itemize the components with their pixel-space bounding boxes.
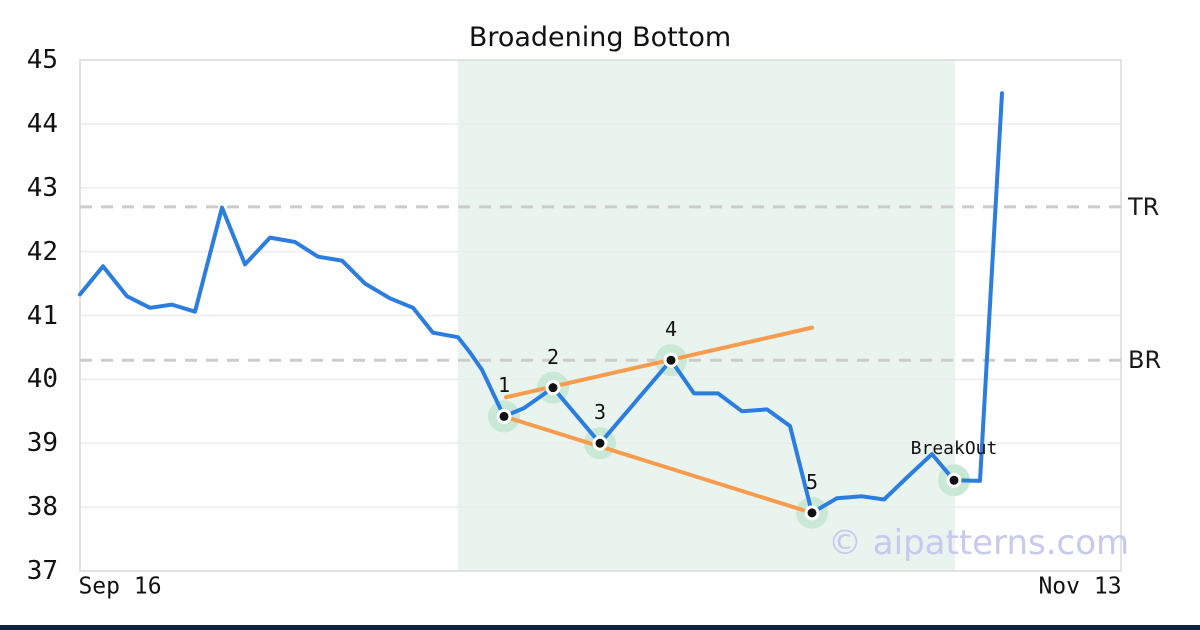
x-axis-label: Nov 13 [1038, 573, 1122, 600]
pattern-point-label: 3 [593, 400, 607, 425]
marker-dot [949, 475, 959, 485]
pattern-point-label: 4 [664, 317, 678, 342]
marker-dot [666, 355, 676, 365]
pattern-point-label: 2 [546, 344, 560, 369]
marker-dot [548, 383, 558, 393]
y-tick-label: 44 [26, 108, 58, 139]
footer-bar [0, 625, 1200, 630]
watermark: © aipatterns.com [828, 523, 1130, 563]
pattern-point-label: 5 [805, 469, 819, 494]
plot-border [79, 59, 1122, 572]
lower-broadening-line [502, 414, 816, 516]
x-axis-label: Sep 16 [78, 573, 162, 600]
y-tick-label: 42 [26, 236, 58, 267]
y-tick-label: 43 [26, 172, 58, 203]
marker-dot [807, 508, 817, 518]
chart-title: Broadening Bottom [468, 22, 732, 53]
y-tick-label: 38 [26, 492, 58, 523]
marker-dot [595, 438, 605, 448]
level-label-br: BR [1128, 346, 1162, 375]
level-label-tr: TR [1128, 192, 1160, 221]
marker-dot [499, 411, 509, 421]
y-tick-label: 41 [26, 300, 58, 331]
price-line [78, 91, 1004, 515]
y-tick-label: 39 [26, 428, 58, 459]
y-tick-label: 40 [26, 364, 58, 395]
pattern-point-label: 1 [497, 373, 511, 398]
y-tick-label: 45 [26, 45, 58, 75]
y-tick-label: 37 [26, 556, 58, 586]
breakout-label: BreakOut [910, 438, 998, 460]
